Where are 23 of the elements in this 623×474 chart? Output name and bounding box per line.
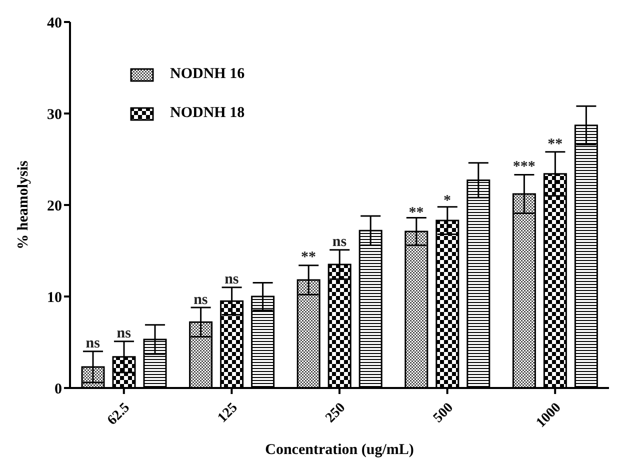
annotation: ** (548, 136, 563, 152)
annotation: ** (408, 204, 424, 221)
x-tick-label: 125 (215, 400, 241, 426)
annotation: *** (512, 159, 536, 176)
annotation: ns (86, 336, 100, 352)
y-tick-label: 10 (47, 290, 62, 306)
legend-label: NODNH 18 (170, 105, 245, 122)
x-tick-label: 62.5 (105, 400, 133, 428)
legend-label: NODNH 16 (170, 66, 245, 83)
y-tick-label: 0 (54, 381, 62, 398)
x-tick-label: 250 (323, 400, 349, 426)
annotation: * (444, 193, 452, 209)
annotation: ns (194, 292, 208, 308)
annotation: ns (224, 272, 239, 288)
y-tick-label: 30 (47, 106, 62, 123)
x-tick-label: 500 (430, 400, 456, 426)
y-tick-label: 20 (47, 198, 62, 214)
annotation: ** (301, 250, 316, 266)
x-axis-title: Concentration (ug/mL) (265, 442, 414, 458)
y-axis-title: % heamolysis (15, 160, 32, 250)
annotation: ns (116, 326, 132, 342)
y-tick-label: 40 (47, 15, 62, 32)
annotation: ns (332, 234, 347, 250)
